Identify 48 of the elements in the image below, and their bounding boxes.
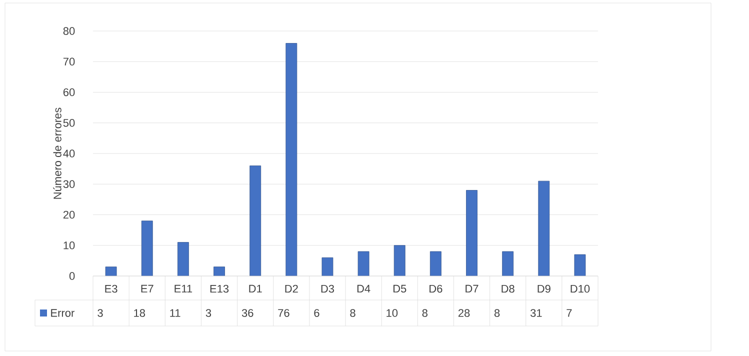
data-label: 7 (566, 309, 572, 317)
y-tick-label: 10 (64, 241, 75, 250)
data-label: 8 (350, 309, 356, 317)
bar (141, 220, 153, 276)
data-label: 8 (422, 309, 428, 317)
x-tick-label: D2 (285, 284, 298, 293)
data-label: 10 (386, 309, 398, 317)
y-axis-title: Número de errores (53, 108, 62, 199)
x-tick-label: E13 (210, 284, 229, 293)
data-label: 3 (206, 309, 212, 317)
bar (466, 190, 478, 276)
bar (430, 251, 442, 276)
y-tick-label: 40 (63, 150, 75, 158)
bar (286, 43, 298, 276)
bar (177, 242, 189, 276)
y-tick-label: 20 (63, 210, 75, 219)
y-tick-label: 0 (69, 272, 75, 280)
y-tick-label: 80 (63, 27, 75, 35)
bar (538, 180, 550, 276)
data-label: 3 (98, 309, 103, 317)
bar (250, 166, 262, 276)
y-tick-label: 30 (63, 180, 75, 188)
data-label: 28 (458, 309, 470, 317)
data-label: 8 (494, 309, 500, 317)
data-label: 31 (530, 309, 542, 317)
x-tick-label: D7 (466, 284, 478, 292)
data-label: 36 (242, 309, 254, 317)
x-tick-label: E7 (141, 284, 154, 292)
x-tick-label: D5 (393, 284, 406, 293)
x-tick-label: E3 (105, 284, 118, 293)
y-tick-label: 70 (63, 58, 75, 66)
x-tick-label: D4 (357, 284, 370, 292)
x-tick-label: D10 (570, 284, 590, 293)
x-tick-label: D3 (321, 284, 334, 293)
x-tick-label: E11 (174, 284, 192, 292)
bar (502, 251, 514, 276)
x-tick-label: D6 (430, 284, 442, 293)
data-label: 11 (170, 309, 180, 317)
x-tick-label: D8 (502, 284, 514, 293)
legend-label: Error (51, 309, 74, 317)
data-label: 76 (278, 309, 290, 317)
y-tick-label: 50 (63, 118, 75, 127)
data-label: 6 (314, 309, 320, 317)
y-tick-label: 60 (63, 88, 75, 96)
x-tick-label: D9 (538, 284, 550, 293)
bar (394, 245, 406, 276)
x-tick-label: D1 (249, 284, 262, 292)
data-label: 18 (134, 309, 146, 317)
